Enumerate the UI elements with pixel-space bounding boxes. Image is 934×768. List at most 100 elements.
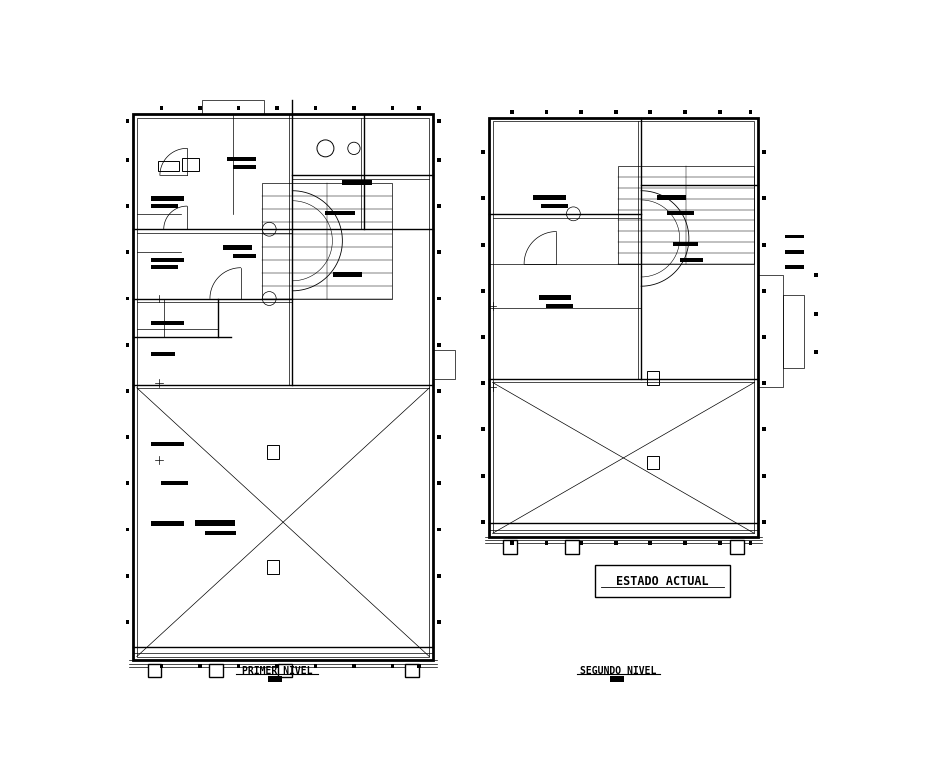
Bar bbox=[325, 210, 355, 215]
Bar bbox=[151, 521, 184, 525]
Bar bbox=[481, 151, 486, 154]
Bar bbox=[343, 180, 372, 184]
Bar bbox=[136, 118, 430, 657]
Bar bbox=[673, 243, 698, 247]
Bar bbox=[761, 474, 766, 478]
Bar bbox=[234, 165, 256, 169]
Bar bbox=[657, 195, 686, 200]
Bar bbox=[278, 664, 292, 677]
Bar bbox=[275, 107, 279, 111]
Bar bbox=[417, 664, 421, 667]
Bar bbox=[267, 445, 279, 458]
Bar bbox=[748, 111, 753, 114]
Bar bbox=[151, 353, 175, 356]
Bar bbox=[437, 528, 441, 531]
Bar bbox=[126, 120, 130, 124]
Bar bbox=[151, 196, 184, 200]
Bar bbox=[680, 258, 702, 262]
Bar bbox=[417, 107, 421, 111]
Bar bbox=[748, 541, 753, 545]
Bar bbox=[546, 304, 573, 308]
Bar bbox=[785, 266, 804, 270]
Bar bbox=[492, 121, 755, 533]
Bar bbox=[579, 111, 583, 114]
Bar bbox=[761, 520, 766, 524]
Bar bbox=[198, 664, 202, 667]
Bar bbox=[126, 574, 130, 578]
Bar bbox=[314, 664, 318, 667]
Bar bbox=[133, 114, 433, 660]
Bar bbox=[761, 197, 766, 200]
Bar bbox=[785, 234, 804, 238]
Bar bbox=[151, 321, 184, 326]
Bar bbox=[667, 210, 694, 215]
Bar bbox=[205, 531, 236, 535]
Bar bbox=[618, 166, 755, 264]
Bar bbox=[785, 250, 804, 254]
Bar bbox=[126, 250, 130, 254]
Bar bbox=[481, 474, 486, 478]
Bar bbox=[437, 435, 441, 439]
Bar bbox=[761, 335, 766, 339]
Bar bbox=[160, 664, 163, 667]
Bar bbox=[151, 204, 178, 207]
Bar bbox=[481, 289, 486, 293]
Bar bbox=[236, 664, 240, 667]
Bar bbox=[182, 157, 199, 171]
Bar bbox=[160, 107, 163, 111]
Bar bbox=[545, 541, 548, 545]
Bar bbox=[437, 343, 441, 346]
Bar bbox=[203, 100, 263, 114]
Bar bbox=[437, 204, 441, 208]
Bar bbox=[404, 664, 418, 677]
Bar bbox=[533, 195, 566, 200]
Bar bbox=[268, 676, 282, 682]
Bar bbox=[352, 107, 356, 111]
Bar bbox=[126, 389, 130, 393]
Bar bbox=[758, 276, 783, 387]
Bar bbox=[262, 183, 392, 299]
Bar bbox=[148, 664, 162, 677]
Bar bbox=[646, 371, 658, 385]
Bar bbox=[437, 120, 441, 124]
Bar bbox=[481, 520, 486, 524]
Bar bbox=[646, 455, 658, 469]
Bar bbox=[126, 620, 130, 624]
Bar bbox=[151, 266, 178, 270]
Bar bbox=[234, 254, 256, 258]
Bar bbox=[126, 296, 130, 300]
Bar bbox=[151, 442, 184, 446]
Bar bbox=[814, 273, 818, 277]
Bar bbox=[126, 528, 130, 531]
Text: ESTADO ACTUAL: ESTADO ACTUAL bbox=[616, 574, 709, 588]
Text: SEGUNDO NIVEL: SEGUNDO NIVEL bbox=[580, 666, 657, 676]
Bar bbox=[761, 381, 766, 385]
Bar bbox=[595, 565, 729, 598]
Bar bbox=[481, 381, 486, 385]
Bar bbox=[158, 161, 179, 171]
Bar bbox=[717, 111, 722, 114]
Bar bbox=[437, 620, 441, 624]
Bar bbox=[648, 541, 652, 545]
Bar bbox=[539, 296, 571, 300]
Bar bbox=[614, 541, 617, 545]
Bar bbox=[481, 197, 486, 200]
Bar bbox=[814, 312, 818, 316]
Bar bbox=[126, 343, 130, 346]
Bar bbox=[437, 158, 441, 162]
Bar bbox=[761, 428, 766, 432]
Bar bbox=[437, 482, 441, 485]
Bar bbox=[510, 111, 514, 114]
Bar bbox=[126, 482, 130, 485]
Bar bbox=[437, 389, 441, 393]
Bar bbox=[761, 151, 766, 154]
Bar bbox=[761, 289, 766, 293]
Bar bbox=[729, 541, 743, 554]
Bar bbox=[437, 250, 441, 254]
Bar bbox=[437, 296, 441, 300]
Bar bbox=[151, 258, 184, 263]
Bar bbox=[352, 664, 356, 667]
Bar bbox=[314, 107, 318, 111]
Bar bbox=[126, 435, 130, 439]
Bar bbox=[481, 428, 486, 432]
